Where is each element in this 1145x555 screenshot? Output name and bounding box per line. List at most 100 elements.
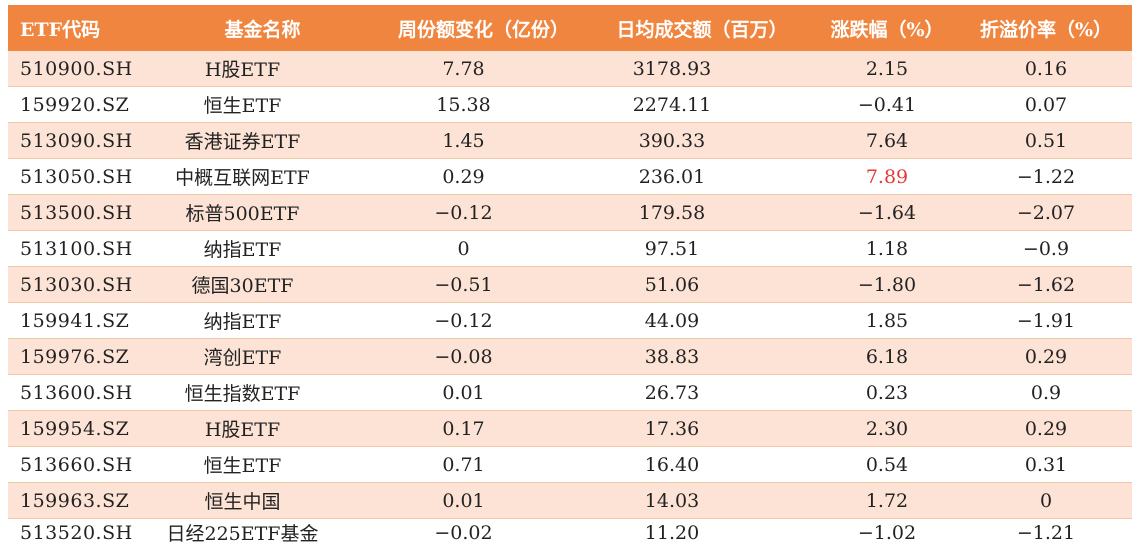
table-row: 159941.SZ 纳指ETF −0.12 44.09 1.85 −1.91 (8, 302, 1132, 339)
table-header-row: ETF代码 基金名称 周份额变化（亿份） 日均成交额（百万） 涨跌幅（%） 折溢… (8, 5, 1132, 51)
cell-etf-code: 159941.SZ (8, 302, 148, 339)
cell-etf-code: 159954.SZ (8, 410, 148, 447)
cell-weekly-share-change: 0 (377, 230, 590, 267)
cell-fund-name: 恒生指数ETF (148, 374, 377, 411)
cell-daily-avg-turnover: 16.40 (590, 446, 814, 483)
cell-premium-discount: 0.31 (960, 446, 1132, 483)
cell-premium-discount: 0.9 (960, 374, 1132, 411)
table-row: 513520.SH 日经225ETF基金 −0.02 11.20 −1.02 −1.21 (8, 518, 1132, 546)
cell-price-change: 6.18 (814, 338, 960, 375)
cell-fund-name: 纳指ETF (148, 302, 377, 339)
cell-weekly-share-change: 15.38 (377, 86, 590, 123)
cell-fund-name: 中概互联网ETF (148, 158, 377, 195)
cell-premium-discount: 0.29 (960, 410, 1132, 447)
cell-fund-name: H股ETF (148, 410, 377, 447)
cell-premium-discount: 0.16 (960, 51, 1132, 87)
cell-daily-avg-turnover: 14.03 (590, 482, 814, 519)
etf-flow-table: ETF代码 基金名称 周份额变化（亿份） 日均成交额（百万） 涨跌幅（%） 折溢… (8, 5, 1132, 546)
cell-weekly-share-change: −0.12 (377, 302, 590, 339)
table-row: 159963.SZ 恒生中国 0.01 14.03 1.72 0 (8, 482, 1132, 519)
cell-weekly-share-change: −0.08 (377, 338, 590, 375)
cell-price-change: 0.54 (814, 446, 960, 483)
cell-weekly-share-change: 0.29 (377, 158, 590, 195)
cell-price-change: −1.02 (814, 518, 960, 546)
cell-premium-discount: −1.91 (960, 302, 1132, 339)
cell-price-change: 1.18 (814, 230, 960, 267)
etf-table-container: ETF代码 基金名称 周份额变化（亿份） 日均成交额（百万） 涨跌幅（%） 折溢… (8, 5, 1132, 546)
cell-premium-discount: 0.07 (960, 86, 1132, 123)
cell-daily-avg-turnover: 17.36 (590, 410, 814, 447)
cell-fund-name: 恒生ETF (148, 86, 377, 123)
table-body: 510900.SH H股ETF 7.78 3178.93 2.15 0.16 159920.… (8, 51, 1132, 546)
cell-premium-discount: 0 (960, 482, 1132, 519)
cell-etf-code: 513660.SH (8, 446, 148, 483)
cell-fund-name: 恒生ETF (148, 446, 377, 483)
cell-fund-name: 日经225ETF基金 (148, 518, 377, 546)
table-row: 513050.SH 中概互联网ETF 0.29 236.01 7.89 −1.22 (8, 158, 1132, 195)
cell-etf-code: 510900.SH (8, 51, 148, 87)
cell-etf-code: 513030.SH (8, 266, 148, 303)
table-row: 159920.SZ 恒生ETF 15.38 2274.11 −0.41 0.07 (8, 86, 1132, 123)
cell-price-change: 0.23 (814, 374, 960, 411)
header-weekly-share-change: 周份额变化（亿份） (377, 5, 590, 51)
cell-daily-avg-turnover: 3178.93 (590, 51, 814, 87)
header-price-change: 涨跌幅（%） (814, 5, 960, 51)
cell-daily-avg-turnover: 26.73 (590, 374, 814, 411)
cell-fund-name: 德国30ETF (148, 266, 377, 303)
cell-etf-code: 513050.SH (8, 158, 148, 195)
cell-etf-code: 159963.SZ (8, 482, 148, 519)
cell-premium-discount: −1.21 (960, 518, 1132, 546)
cell-price-change: −0.41 (814, 86, 960, 123)
table-row: 159954.SZ H股ETF 0.17 17.36 2.30 0.29 (8, 410, 1132, 447)
cell-weekly-share-change: 1.45 (377, 122, 590, 159)
cell-price-change: 2.30 (814, 410, 960, 447)
cell-weekly-share-change: 7.78 (377, 51, 590, 87)
header-premium-discount: 折溢价率（%） (960, 5, 1132, 51)
cell-etf-code: 513600.SH (8, 374, 148, 411)
cell-daily-avg-turnover: 51.06 (590, 266, 814, 303)
cell-premium-discount: −0.9 (960, 230, 1132, 267)
cell-weekly-share-change: −0.02 (377, 518, 590, 546)
cell-price-change: −1.80 (814, 266, 960, 303)
cell-price-change: −1.64 (814, 194, 960, 231)
cell-fund-name: 香港证券ETF (148, 122, 377, 159)
cell-daily-avg-turnover: 44.09 (590, 302, 814, 339)
table-row: 513100.SH 纳指ETF 0 97.51 1.18 −0.9 (8, 230, 1132, 267)
cell-premium-discount: 0.29 (960, 338, 1132, 375)
cell-etf-code: 159920.SZ (8, 86, 148, 123)
cell-price-change: 7.64 (814, 122, 960, 159)
header-daily-avg-turnover: 日均成交额（百万） (590, 5, 814, 51)
cell-premium-discount: −1.22 (960, 158, 1132, 195)
cell-weekly-share-change: 0.17 (377, 410, 590, 447)
table-row: 513600.SH 恒生指数ETF 0.01 26.73 0.23 0.9 (8, 374, 1132, 411)
header-etf-code: ETF代码 (8, 5, 148, 51)
cell-etf-code: 513520.SH (8, 518, 148, 546)
cell-fund-name: H股ETF (148, 51, 377, 87)
cell-premium-discount: 0.51 (960, 122, 1132, 159)
cell-weekly-share-change: 0.01 (377, 374, 590, 411)
cell-weekly-share-change: −0.12 (377, 194, 590, 231)
cell-daily-avg-turnover: 11.20 (590, 518, 814, 546)
cell-price-change: 1.85 (814, 302, 960, 339)
cell-premium-discount: −1.62 (960, 266, 1132, 303)
cell-etf-code: 513090.SH (8, 122, 148, 159)
table-row: 513660.SH 恒生ETF 0.71 16.40 0.54 0.31 (8, 446, 1132, 483)
header-fund-name: 基金名称 (148, 5, 377, 51)
table-row: 510900.SH H股ETF 7.78 3178.93 2.15 0.16 (8, 51, 1132, 87)
cell-weekly-share-change: −0.51 (377, 266, 590, 303)
cell-daily-avg-turnover: 179.58 (590, 194, 814, 231)
cell-fund-name: 恒生中国 (148, 482, 377, 519)
cell-weekly-share-change: 0.01 (377, 482, 590, 519)
cell-price-change: 2.15 (814, 51, 960, 87)
cell-daily-avg-turnover: 236.01 (590, 158, 814, 195)
cell-daily-avg-turnover: 97.51 (590, 230, 814, 267)
cell-etf-code: 513100.SH (8, 230, 148, 267)
cell-daily-avg-turnover: 390.33 (590, 122, 814, 159)
cell-daily-avg-turnover: 2274.11 (590, 86, 814, 123)
cell-weekly-share-change: 0.71 (377, 446, 590, 483)
table-row: 159976.SZ 湾创ETF −0.08 38.83 6.18 0.29 (8, 338, 1132, 375)
cell-etf-code: 513500.SH (8, 194, 148, 231)
cell-fund-name: 湾创ETF (148, 338, 377, 375)
table-row: 513090.SH 香港证券ETF 1.45 390.33 7.64 0.51 (8, 122, 1132, 159)
cell-fund-name: 纳指ETF (148, 230, 377, 267)
